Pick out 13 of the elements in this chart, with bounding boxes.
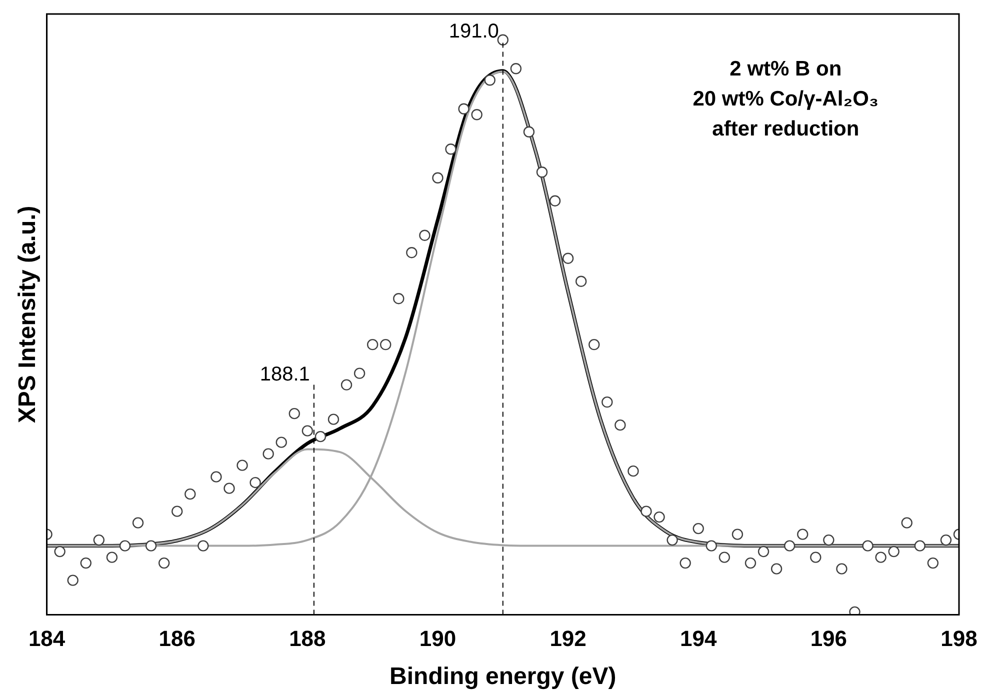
x-tick-label: 198	[940, 626, 978, 652]
x-axis-title: Binding energy (eV)	[390, 663, 616, 690]
x-tick-label: 192	[550, 626, 586, 652]
x-tick-label: 196	[810, 626, 848, 652]
x-tick-label: 186	[158, 626, 196, 652]
x-tick-label: 194	[680, 626, 718, 652]
ref-line-label: 188.1	[260, 364, 310, 386]
x-tick-label: 190	[419, 626, 456, 652]
ref-line-label: 191.0	[448, 20, 499, 43]
annotation: 2 wt% B on 20 wt% Co/γ-Al₂O₃ after reduction	[692, 57, 879, 140]
x-tick-label: 184	[28, 626, 66, 652]
x-tick-label: 188	[289, 626, 326, 652]
y-axis-title: XPS Intensity (a.u.)	[14, 206, 42, 424]
